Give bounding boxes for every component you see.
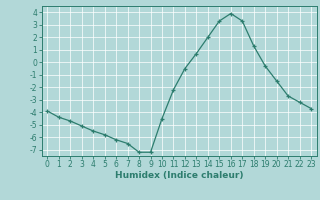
X-axis label: Humidex (Indice chaleur): Humidex (Indice chaleur) xyxy=(115,171,244,180)
